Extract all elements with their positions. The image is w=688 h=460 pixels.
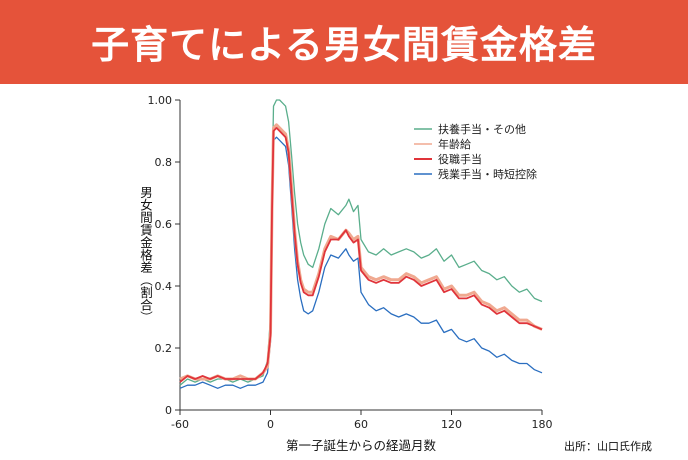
series-line-1 bbox=[179, 123, 543, 381]
x-tick-label: 180 bbox=[532, 418, 553, 431]
x-tick-label: 0 bbox=[267, 418, 274, 431]
page-title: 子育てによる男女間賃金格差 bbox=[91, 23, 597, 67]
source-note: 出所：山口氏作成 bbox=[564, 439, 652, 453]
x-tick-label: 60 bbox=[354, 418, 368, 431]
chart-axes: 00.20.40.60.81.00-60 0 60 120 180 bbox=[148, 94, 553, 431]
legend-label: 役職手当 bbox=[438, 152, 482, 166]
legend-label: 年齢給 bbox=[438, 137, 471, 151]
legend-label: 扶養手当・その他 bbox=[438, 122, 526, 136]
y-tick-label: 0.2 bbox=[155, 342, 173, 355]
x-tick-label: -60 bbox=[171, 418, 189, 431]
x-axis-title: 第一子誕生からの経過月数 bbox=[286, 438, 437, 453]
series-line-3 bbox=[179, 136, 543, 389]
y-tick-label: 0.8 bbox=[155, 156, 173, 169]
chart-lines bbox=[179, 99, 543, 389]
y-tick-label: 1.00 bbox=[148, 94, 173, 107]
legend-label: 残業手当・時短控除 bbox=[438, 167, 537, 181]
y-tick-label: 0.4 bbox=[155, 280, 173, 293]
series-line-0 bbox=[179, 99, 543, 386]
x-tick-label: 120 bbox=[441, 418, 462, 431]
y-tick-label: 0 bbox=[165, 404, 172, 417]
header-banner: 子育てによる男女間賃金格差 bbox=[0, 0, 688, 84]
y-axis-title: 男女間賃金格差（割合） bbox=[138, 186, 153, 324]
series-line-2 bbox=[179, 127, 543, 383]
y-tick-label: 0.6 bbox=[155, 218, 173, 231]
